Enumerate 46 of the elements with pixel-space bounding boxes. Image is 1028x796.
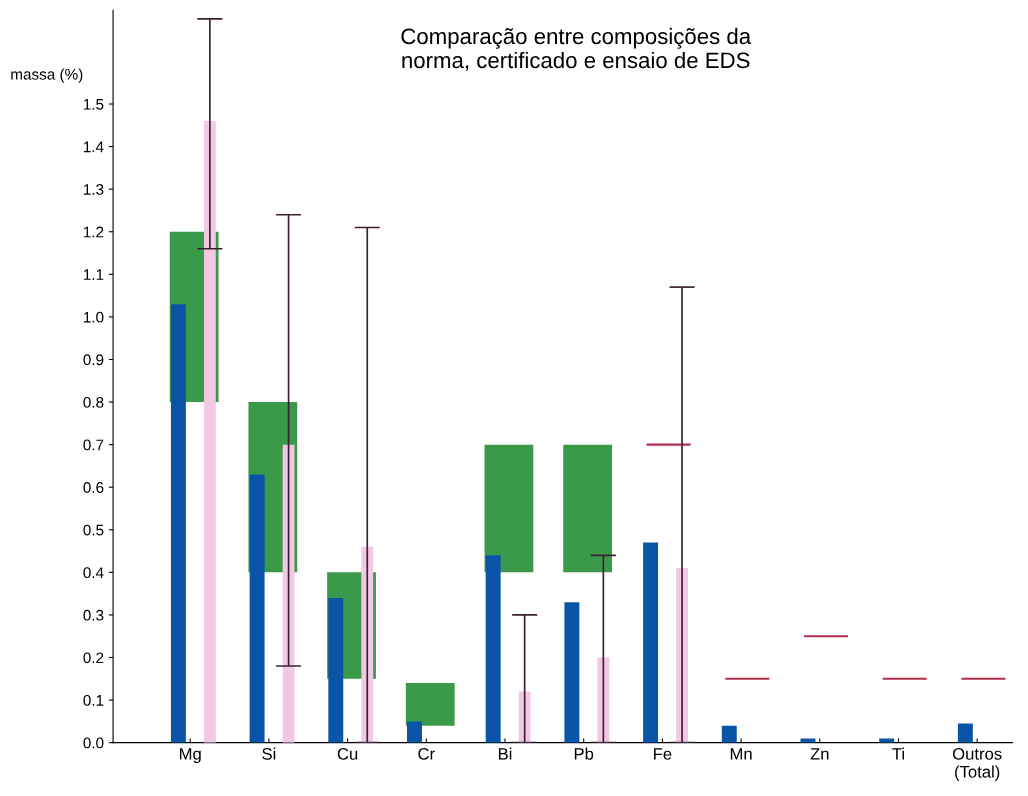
x-tick-label: Mg (179, 748, 201, 764)
y-tick-label: 0.9 (83, 354, 104, 366)
bar (563, 444, 613, 573)
y-tick-label: 0.0 (83, 737, 104, 749)
y-tick-label: 1.0 (83, 311, 104, 323)
x-tick-label: Pb (574, 747, 594, 760)
x-tick-label: Mn (730, 748, 752, 760)
x-tick-label: Zn (810, 748, 829, 760)
y-tick-label: 0.7 (83, 439, 104, 451)
text: Comparação entre composições da norma, certificado e ensaio de EDS (401, 27, 752, 71)
bar (597, 657, 610, 743)
bar (405, 683, 455, 726)
y-tick-label: 0.6 (83, 482, 104, 493)
bar (564, 602, 580, 743)
bar (407, 721, 422, 743)
bar (518, 691, 531, 743)
bar (643, 542, 659, 743)
x-tick-label: Fe (654, 748, 672, 760)
x-tick-label: Cr (418, 747, 435, 760)
bar (328, 597, 344, 743)
x-tick-label: Outros (Total) (952, 747, 1002, 782)
y-tick-label: 0.2 (83, 652, 104, 664)
y-axis-title: massa (%) (11, 68, 83, 83)
bar (249, 474, 265, 743)
bar (170, 304, 186, 743)
y-tick-label: 1.2 (83, 226, 104, 238)
bar (485, 555, 501, 743)
bar (721, 725, 737, 743)
x-tick-label: Ti (892, 747, 904, 760)
y-tick-label: 1.4 (83, 141, 104, 153)
y-tick-label: 0.4 (83, 567, 104, 579)
y-tick-label: 1.5 (83, 99, 104, 110)
bar (800, 738, 816, 743)
y-tick-label: 0.1 (83, 694, 104, 706)
y-tick-label: 1.3 (83, 184, 104, 195)
y-tick-label: 0.5 (83, 524, 104, 536)
y-tick-label: 1.1 (83, 269, 104, 280)
x-tick-label: Bi (498, 747, 512, 760)
bar (484, 444, 534, 573)
y-tick-label: 0.8 (83, 396, 104, 408)
bar (203, 121, 216, 743)
x-tick-label: Si (262, 747, 276, 760)
bar (879, 738, 895, 743)
y-tick-label: 0.3 (83, 609, 104, 621)
bar (957, 723, 973, 743)
x-tick-label: Cu (337, 747, 358, 760)
